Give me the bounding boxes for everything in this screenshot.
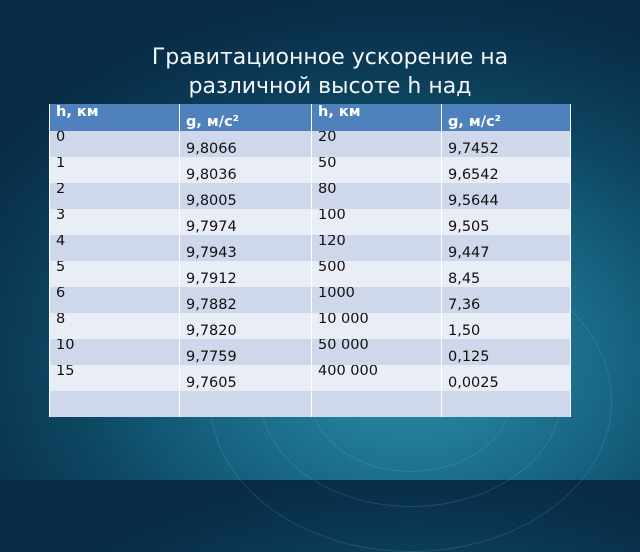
table-cell: 6 [49, 287, 180, 313]
table-cell: 400 000 [311, 365, 442, 391]
table-cell: 10 000 [311, 313, 442, 339]
table-cell: 500 [311, 261, 442, 287]
table-cell: 9,6542 [441, 157, 571, 183]
table-cell: 8,45 [441, 261, 571, 287]
table-cell: 9,447 [441, 235, 571, 261]
table-cell: 1000 [311, 287, 442, 313]
table-row: 5 9,7912 500 8,45 [49, 261, 571, 287]
header-g-2: g, м/с² [441, 104, 571, 131]
table-row: 4 9,7943 120 9,447 [49, 235, 571, 261]
table-cell: 3 [49, 209, 180, 235]
table-cell: 9,7452 [441, 131, 571, 157]
table-cell: 0 [49, 131, 180, 157]
table-cell: 9,7882 [179, 287, 312, 313]
table-cell: 9,7974 [179, 209, 312, 235]
table-header-row: h, км g, м/с² h, км g, м/с² [49, 104, 571, 131]
table-cell: 50 [311, 157, 442, 183]
table-cell [179, 391, 312, 417]
table-cell: 9,8036 [179, 157, 312, 183]
table-cell: 5 [49, 261, 180, 287]
table-cell: 9,505 [441, 209, 571, 235]
table-cell: 20 [311, 131, 442, 157]
table-cell: 4 [49, 235, 180, 261]
table-row: 1 9,8036 50 9,6542 [49, 157, 571, 183]
table-cell: 1 [49, 157, 180, 183]
table-cell: 7,36 [441, 287, 571, 313]
table-cell: 9,7820 [179, 313, 312, 339]
slide-title: Гравитационное ускорение на различной вы… [110, 43, 550, 101]
table-cell: 0,125 [441, 339, 571, 365]
title-line-1: Гравитационное ускорение на [151, 45, 509, 70]
header-g-1: g, м/с² [179, 104, 312, 131]
header-height-km-1: h, км [49, 104, 180, 131]
table-cell [311, 391, 442, 417]
table-cell [441, 391, 571, 417]
table-cell: 9,7605 [179, 365, 312, 391]
table-row: 8 9,7820 10 000 1,50 [49, 313, 571, 339]
table-cell [49, 391, 180, 417]
table-row: 0 9,8066 20 9,7452 [49, 131, 571, 157]
table-cell: 9,8066 [179, 131, 312, 157]
table-cell: 100 [311, 209, 442, 235]
table-row: 6 9,7882 1000 7,36 [49, 287, 571, 313]
table-row: 15 9,7605 400 000 0,0025 [49, 365, 571, 391]
table-cell: 9,7759 [179, 339, 312, 365]
table-row: 3 9,7974 100 9,505 [49, 209, 571, 235]
table-row: 10 9,7759 50 000 0,125 [49, 339, 571, 365]
table-cell: 9,8005 [179, 183, 312, 209]
table-cell: 9,7912 [179, 261, 312, 287]
table-cell: 1,50 [441, 313, 571, 339]
table-row: 2 9,8005 80 9,5644 [49, 183, 571, 209]
gravity-table: h, км g, м/с² h, км g, м/с² 0 9,8066 20 9,7… [49, 104, 571, 417]
table-cell: 15 [49, 365, 180, 391]
table-cell: 8 [49, 313, 180, 339]
table-cell: 9,5644 [441, 183, 571, 209]
title-line-2: различной высоте h над [188, 74, 472, 99]
table-cell: 120 [311, 235, 442, 261]
table-cell: 80 [311, 183, 442, 209]
table-cell: 9,7943 [179, 235, 312, 261]
table-cell: 0,0025 [441, 365, 571, 391]
table-cell: 10 [49, 339, 180, 365]
table-cell: 2 [49, 183, 180, 209]
table-cell: 50 000 [311, 339, 442, 365]
table-row [49, 391, 571, 417]
header-height-km-2: h, км [311, 104, 442, 131]
